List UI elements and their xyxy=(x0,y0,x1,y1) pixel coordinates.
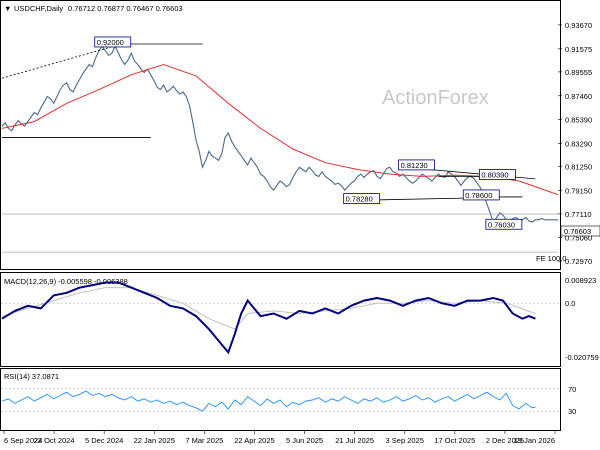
moving-average-line xyxy=(1,63,559,196)
price-level-box-frame xyxy=(398,159,436,171)
price-tick-label: 0.87460 xyxy=(565,92,592,101)
price-level-box-frame xyxy=(479,169,516,180)
time-tick-label: 21 Jul 2025 xyxy=(335,436,374,445)
price-level-box-frame xyxy=(485,218,523,230)
price-level-box: 0.92000 xyxy=(94,36,132,48)
price-tick-label: 0.91575 xyxy=(565,45,592,54)
price-tick-label: 0.75060 xyxy=(565,233,592,242)
last-price-tag xyxy=(560,225,600,237)
price-annotations: 0.92000 0.81230 0.80390 0.78280 0.78600 0.760… xyxy=(94,36,523,230)
macd-tick-label: 0.0 xyxy=(565,299,575,308)
price-level-box: 0.78600 xyxy=(462,189,500,201)
time-tick-label: 3 Sep 2025 xyxy=(386,436,424,445)
price-level-box-frame xyxy=(343,193,381,204)
rsi-title: RSI(14) 37.0871 xyxy=(4,372,59,381)
price-level-label: 0.76030 xyxy=(488,220,515,229)
macd-panel-frame xyxy=(0,272,561,367)
price-level-label: 0.78600 xyxy=(465,191,492,200)
price-level-label: 0.80390 xyxy=(481,171,508,180)
rsi-line xyxy=(1,390,536,412)
time-tick-label: 22 Oct 2024 xyxy=(34,436,75,445)
trend-lines xyxy=(1,43,558,253)
macd-plot xyxy=(1,281,536,355)
price-tick-label: 0.77110 xyxy=(565,210,592,219)
macd-axis: 0.008923 0.0 -0.020759 xyxy=(1,276,599,362)
watermark: ActionForex xyxy=(382,87,489,109)
fe-label: FE 100.0 xyxy=(536,254,566,263)
symbol-title: USDCHF,Daily xyxy=(14,4,63,13)
price-level-box: 0.76030 xyxy=(485,218,523,230)
price-tick-label: 0.72970 xyxy=(565,257,592,266)
rsi-panel-frame xyxy=(0,368,561,431)
time-tick-label: 7 Mar 2025 xyxy=(185,436,223,445)
macd-title: MACD(12,26,9) -0.005598 -0.006388 xyxy=(4,277,128,286)
time-tick-label: 17 Oct 2025 xyxy=(434,436,475,445)
time-tick-label: 2 Dec 2025 xyxy=(486,436,524,445)
rsi-axis: 70 30 xyxy=(1,385,576,416)
price-level-box-frame xyxy=(462,189,500,201)
price-panel-frame xyxy=(0,0,561,270)
time-tick-label: 19 Jan 2026 xyxy=(514,436,555,445)
last-price-label: 0.76603 xyxy=(564,227,591,236)
price-tick-label: 0.79150 xyxy=(565,187,592,196)
price-level-label: 0.78280 xyxy=(346,195,373,204)
price-tick-label: 0.85390 xyxy=(565,115,592,124)
time-tick-label: 22 Jan 2025 xyxy=(134,436,175,445)
rsi-plot xyxy=(1,390,536,412)
trend-line xyxy=(1,43,122,79)
macd-signal-line xyxy=(1,287,536,330)
dropdown-triangle-icon[interactable]: ▼ xyxy=(4,4,11,13)
price-tick-label: 0.83290 xyxy=(565,139,592,148)
ohlc-values: 0.76712 0.76877 0.76467 0.76603 xyxy=(68,4,183,13)
price-tick-label: 0.89555 xyxy=(565,68,592,77)
price-level-box: 0.81230 xyxy=(398,159,436,171)
time-tick-label: 22 Apr 2025 xyxy=(234,436,274,445)
macd-tick-label: 0.008923 xyxy=(565,276,596,285)
time-tick-label: 6 Sep 2024 xyxy=(4,436,42,445)
price-series-line xyxy=(1,45,558,224)
price-tick-label: 0.93670 xyxy=(565,21,592,30)
rsi-tick-label: 30 xyxy=(568,407,576,416)
price-level-box: 0.80390 xyxy=(479,169,516,180)
macd-tick-label: -0.020759 xyxy=(565,353,599,362)
price-axis: 0.93670 0.91575 0.89555 0.87460 0.85390 0.832… xyxy=(558,21,592,266)
price-level-label: 0.81230 xyxy=(401,161,428,170)
macd-line xyxy=(1,281,536,355)
price-level-label: 0.92000 xyxy=(97,38,124,47)
time-tick-label: 5 Dec 2024 xyxy=(85,436,123,445)
price-level-box-frame xyxy=(94,36,132,48)
price-level-box: 0.78280 xyxy=(343,193,381,204)
price-tick-label: 0.81250 xyxy=(565,163,592,172)
time-tick-label: 5 Jun 2025 xyxy=(286,436,323,445)
rsi-tick-label: 70 xyxy=(568,385,576,394)
